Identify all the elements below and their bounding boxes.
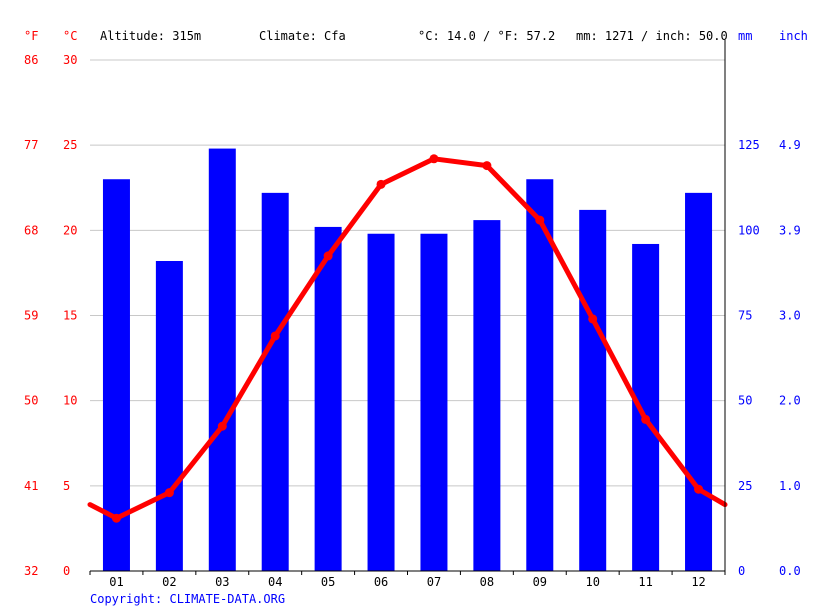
- precipitation-bar: [102, 179, 130, 571]
- temperature-point: [376, 179, 386, 189]
- fahrenheit-tick-label: 41: [24, 479, 38, 493]
- precipitation-bars: [102, 148, 713, 572]
- month-tick-label: 12: [691, 575, 705, 589]
- precipitation-bar: [632, 243, 660, 571]
- month-tick-label: 03: [215, 575, 229, 589]
- precipitation-bar: [314, 226, 342, 571]
- month-tick-label: 10: [585, 575, 599, 589]
- copyright-label: Copyright: CLIMATE-DATA.ORG: [90, 592, 285, 606]
- precipitation-bar: [473, 220, 501, 571]
- month-tick-label: 04: [268, 575, 282, 589]
- month-tick-label: 01: [109, 575, 123, 589]
- mm-tick-label: 75: [738, 309, 752, 323]
- temperature-point: [588, 314, 598, 324]
- month-tick-label: 11: [638, 575, 652, 589]
- mm-tick-label: 100: [738, 223, 760, 237]
- temperature-point: [429, 154, 439, 164]
- altitude-label: Altitude: 315m: [100, 29, 201, 43]
- annual-precipitation-label: mm: 1271 / inch: 50.0: [576, 29, 728, 43]
- celsius-tick-label: 15: [63, 309, 77, 323]
- mm-tick-label: 50: [738, 394, 752, 408]
- precipitation-bar: [579, 209, 607, 572]
- celsius-tick-label: 0: [63, 564, 70, 578]
- grid-lines: [90, 59, 725, 487]
- month-tick-label: 06: [374, 575, 388, 589]
- precipitation-bar: [208, 148, 236, 571]
- precipitation-bar: [526, 179, 554, 571]
- fahrenheit-tick-label: 50: [24, 394, 38, 408]
- mm-tick-label: 25: [738, 479, 752, 493]
- precipitation-bar: [155, 260, 183, 571]
- inch-tick-label: 0.0: [779, 564, 801, 578]
- month-tick-label: 08: [480, 575, 494, 589]
- climate-class-label: Climate: Cfa: [259, 29, 346, 43]
- temperature-point: [111, 513, 121, 523]
- temperature-point: [694, 484, 704, 494]
- celsius-tick-label: 20: [63, 223, 77, 237]
- temperature-point: [641, 414, 651, 424]
- mm-unit-label: mm: [738, 29, 752, 43]
- celsius-tick-label: 25: [63, 138, 77, 152]
- celsius-tick-label: 10: [63, 394, 77, 408]
- fahrenheit-unit-label: °F: [24, 29, 38, 43]
- temperature-point: [535, 215, 545, 225]
- precipitation-bar: [685, 192, 713, 572]
- month-tick-label: 02: [162, 575, 176, 589]
- fahrenheit-tick-label: 86: [24, 53, 38, 67]
- temperature-point: [323, 251, 333, 261]
- fahrenheit-tick-label: 77: [24, 138, 38, 152]
- temperature-point: [482, 161, 492, 171]
- temperature-point: [217, 421, 227, 431]
- temperature-line: [87, 154, 728, 523]
- inch-tick-label: 1.0: [779, 479, 801, 493]
- inch-unit-label: inch: [779, 29, 808, 43]
- precipitation-bar: [261, 192, 289, 572]
- inch-tick-label: 4.9: [779, 138, 801, 152]
- fahrenheit-tick-label: 68: [24, 223, 38, 237]
- inch-tick-label: 2.0: [779, 394, 801, 408]
- temperature-point: [270, 331, 280, 341]
- tick-labels: 0 32 5 41 10 50 15 59 20 68 25 77 30 86 0 0.0 25 1.0 50 2.0…: [24, 53, 801, 589]
- temperature-point: [164, 488, 174, 498]
- celsius-tick-label: 5: [63, 479, 70, 493]
- mm-tick-label: 125: [738, 138, 760, 152]
- mm-tick-label: 0: [738, 564, 745, 578]
- average-temperature-label: °C: 14.0 / °F: 57.2: [418, 29, 555, 43]
- month-tick-label: 09: [533, 575, 547, 589]
- temperature-line-path: [87, 156, 728, 521]
- month-tick-label: 07: [427, 575, 441, 589]
- precipitation-bar: [420, 233, 448, 572]
- inch-tick-label: 3.0: [779, 309, 801, 323]
- month-tick-label: 05: [321, 575, 335, 589]
- celsius-unit-label: °C: [63, 29, 77, 43]
- inch-tick-label: 3.9: [779, 223, 801, 237]
- fahrenheit-tick-label: 32: [24, 564, 38, 578]
- fahrenheit-tick-label: 59: [24, 309, 38, 323]
- precipitation-bar: [367, 233, 395, 572]
- axes: [90, 40, 726, 572]
- celsius-tick-label: 30: [63, 53, 77, 67]
